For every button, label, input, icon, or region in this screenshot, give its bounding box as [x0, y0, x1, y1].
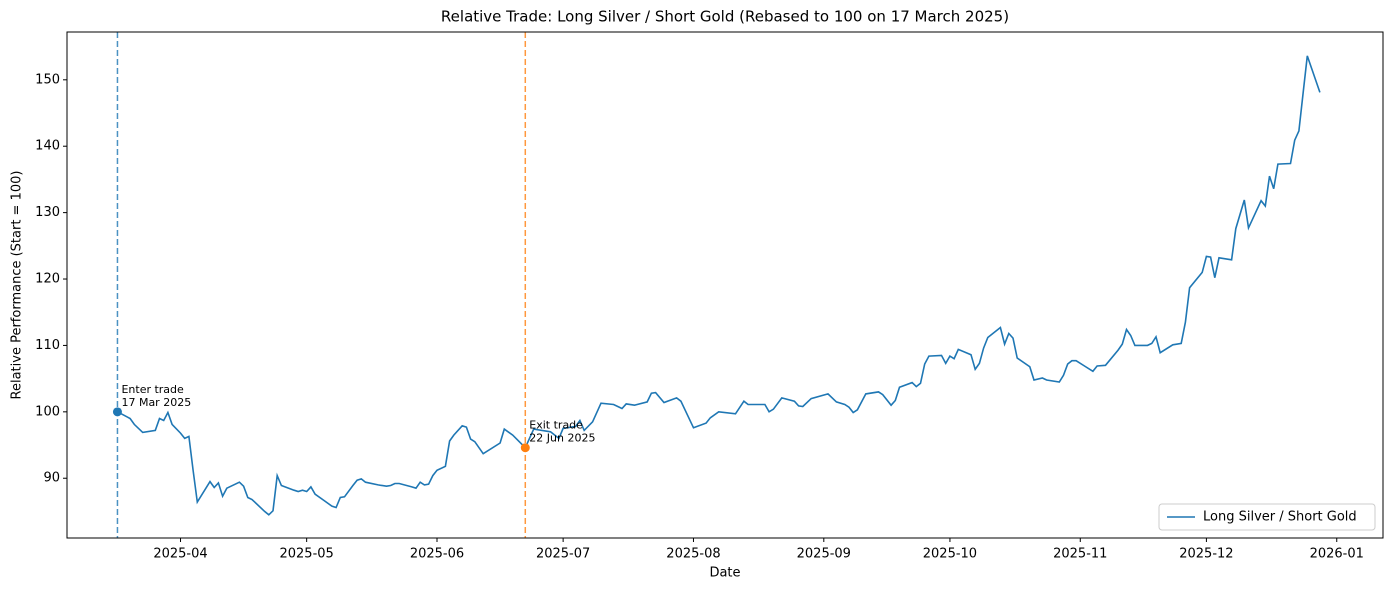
y-tick-label: 130 [35, 205, 60, 220]
x-tick-label: 2025-10 [923, 547, 977, 562]
x-tick-label: 2025-04 [153, 547, 207, 562]
series-line [117, 55, 1321, 516]
y-tick-label: 150 [35, 72, 60, 87]
x-tick-label: 2025-08 [666, 547, 720, 562]
legend-label: Long Silver / Short Gold [1203, 510, 1357, 525]
y-tick-label: 140 [35, 139, 60, 154]
event-annotation: 22 Jun 2025 [529, 432, 595, 445]
event-marker [112, 407, 122, 417]
y-axis-label: Relative Performance (Start = 100) [10, 171, 25, 400]
event-annotation: Exit trade [529, 419, 583, 432]
x-tick-label: 2026-01 [1310, 547, 1364, 562]
plot-frame [66, 31, 1384, 539]
y-tick-label: 110 [35, 338, 60, 353]
x-tick-label: 2025-07 [536, 547, 590, 562]
x-axis-label: Date [709, 566, 740, 581]
event-marker [520, 443, 530, 453]
x-tick-label: 2025-09 [797, 547, 851, 562]
x-tick-label: 2025-11 [1053, 547, 1107, 562]
event-annotation: 17 Mar 2025 [121, 396, 191, 409]
x-tick-label: 2025-05 [279, 547, 333, 562]
chart-title: Relative Trade: Long Silver / Short Gold… [441, 8, 1009, 26]
legend-box [1158, 503, 1376, 531]
x-tick-label: 2025-06 [410, 547, 464, 562]
y-tick-label: 100 [35, 404, 60, 419]
event-annotation: Enter trade [121, 383, 184, 396]
y-tick-label: 90 [43, 471, 60, 486]
y-tick-label: 120 [35, 272, 60, 287]
x-tick-label: 2025-12 [1179, 547, 1233, 562]
